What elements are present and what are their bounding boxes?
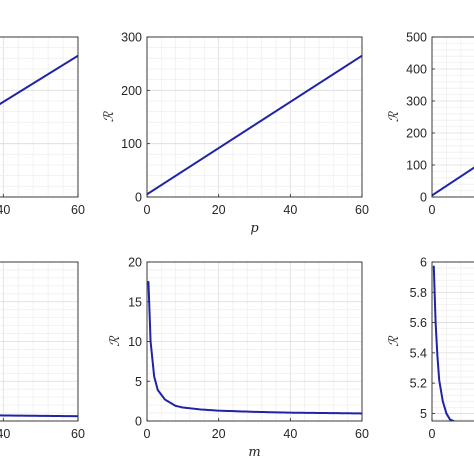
x-tick-label: 40 [283,427,297,441]
y-tick-label: 100 [121,137,142,151]
y-tick-label: 100 [406,159,427,173]
y-axis-label: ℛ [102,110,117,122]
chart-top-center: 0 20 40 60 0 100 200 300 p ℛ [102,31,369,237]
series-line [432,265,455,421]
x-tick-label: 40 [0,427,10,441]
y-tick-label: 0 [135,415,142,429]
axes-box [431,36,474,198]
axes-box [0,261,79,422]
chart-bottom-right: 05 5.2 5.4 5.6 5.8 6 ℛ [387,256,474,441]
x-tick-label: 20 [212,427,226,441]
y-tick-label: 20 [128,256,142,270]
plot-area [147,262,362,421]
plot-area [0,262,78,421]
series-line [432,166,474,197]
x-tick-label: 0 [144,203,151,217]
y-tick-label: 10 [128,335,142,349]
series-line [0,54,78,106]
series-line [147,280,362,415]
chart-bottom-center: 0 20 40 60 0 5 10 15 20 m ℛ [108,256,369,461]
series-line [147,54,362,196]
plot-area [147,37,362,197]
y-tick-label: 200 [406,127,427,141]
y-tick-label: 200 [121,84,142,98]
y-tick-label: 5.8 [410,286,427,300]
axes-box [431,261,474,422]
chart-bottom-left: 40 60 [0,261,85,441]
y-tick-label: 5 [420,407,427,421]
x-axis-label: m [248,445,260,460]
plot-area [432,37,474,197]
y-tick-label: 5.6 [410,316,427,330]
y-axis-label: ℛ [387,335,402,347]
x-tick-label: 0 [429,203,436,217]
plot-area [0,37,78,197]
y-axis-label: ℛ [108,335,123,347]
x-axis-label: p [250,221,259,236]
y-tick-label: 300 [406,95,427,109]
chart-top-left: 40 60 [0,36,85,217]
x-tick-label: 60 [71,427,85,441]
x-tick-label: 60 [355,427,369,441]
y-tick-label: 5 [135,375,142,389]
y-tick-label: 400 [406,63,427,77]
y-tick-label: 500 [406,31,427,45]
y-tick-label: 15 [128,295,142,309]
x-tick-label: 60 [355,203,369,217]
axes-box [146,36,363,198]
y-tick-label: 5.4 [410,346,427,360]
x-tick-label: 0 [144,427,151,441]
y-tick-label: 0 [420,191,427,205]
axes-box [0,36,79,198]
x-tick-label: 40 [283,203,297,217]
y-axis-label: ℛ [387,110,402,122]
x-tick-label: 40 [0,203,10,217]
x-tick-label: 0 [429,427,436,441]
y-tick-label: 6 [420,256,427,270]
y-tick-label: 0 [135,191,142,205]
x-tick-label: 60 [71,203,85,217]
y-tick-label: 300 [121,31,142,45]
x-tick-label: 20 [212,203,226,217]
plot-area [432,262,474,421]
chart-top-right: 00 100 200 300 400 500 ℛ [387,31,474,217]
y-tick-label: 5.2 [410,377,427,391]
series-line [0,414,78,418]
